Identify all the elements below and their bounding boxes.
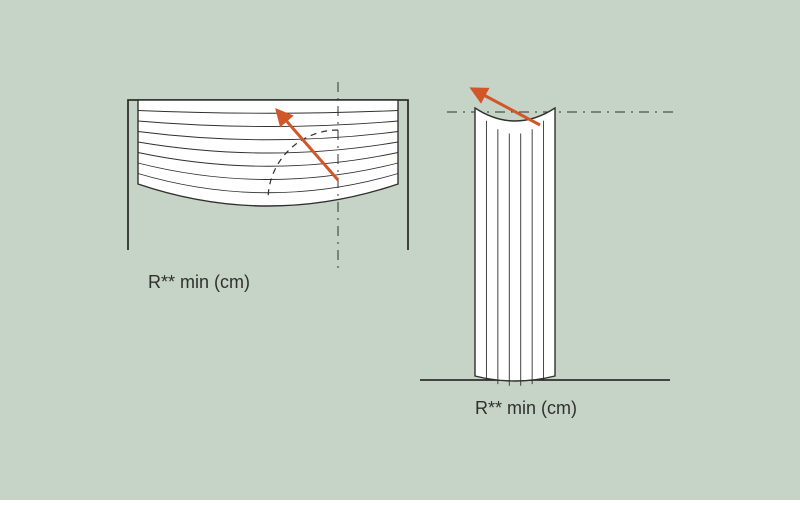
right-label: R** min (cm) bbox=[475, 398, 577, 419]
left-label: R** min (cm) bbox=[148, 272, 250, 293]
diagram-canvas: R** min (cm) R** min (cm) bbox=[0, 0, 800, 500]
diagram-svg bbox=[0, 0, 800, 500]
